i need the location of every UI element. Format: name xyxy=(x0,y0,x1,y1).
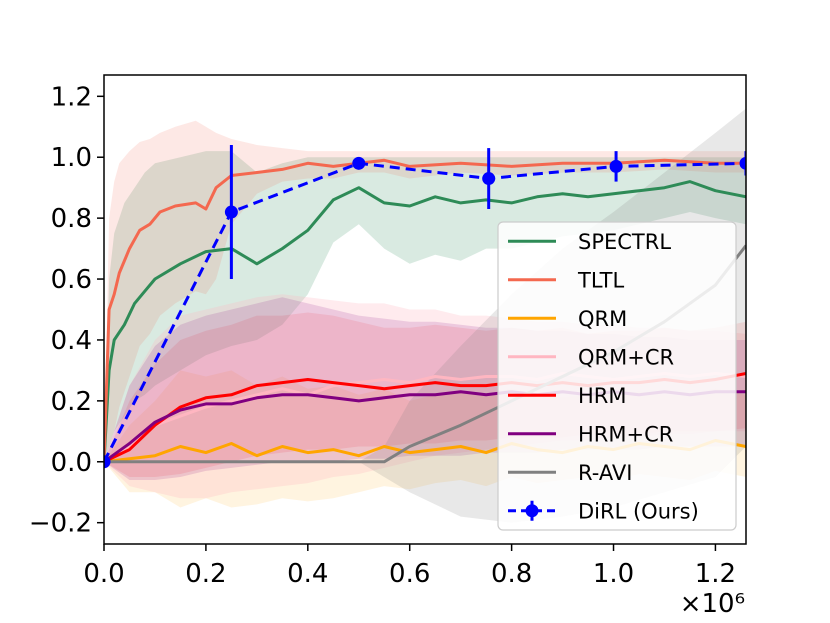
x-tick-label: 0.6 xyxy=(389,559,430,589)
y-tick-label: 0.0 xyxy=(51,448,92,478)
legend-label: SPECTRL xyxy=(578,230,671,254)
data-point xyxy=(482,172,496,186)
y-tick-label: 0.8 xyxy=(51,204,92,234)
y-tick-label: 1.0 xyxy=(51,143,92,173)
y-tick-label: −0.2 xyxy=(29,509,92,539)
legend: SPECTRL TLTL QRM QRM+CR HRM HRM+CR R-AVI DiRL (… xyxy=(497,221,737,531)
legend-label: QRM+CR xyxy=(578,345,674,369)
legend-box xyxy=(497,221,737,531)
x-tick-label: 0.0 xyxy=(83,559,124,589)
legend-label: R-AVI xyxy=(578,461,632,485)
data-point xyxy=(739,156,746,170)
x-tick-label: 1.2 xyxy=(695,559,736,589)
x-tick-label: 0.8 xyxy=(491,559,532,589)
series-line-tltl xyxy=(104,158,746,462)
y-tick-label: 0.2 xyxy=(51,387,92,417)
y-tick-label: 0.6 xyxy=(51,265,92,295)
legend-label: TLTL xyxy=(577,268,624,292)
legend-label: DiRL (Ours) xyxy=(578,499,699,523)
data-point xyxy=(352,156,366,170)
plot-frame xyxy=(103,74,747,545)
x-tick-label: 0.2 xyxy=(185,559,226,589)
legend-label: HRM xyxy=(578,384,627,408)
x-tick-label: 1.0 xyxy=(593,559,634,589)
data-point xyxy=(104,455,111,469)
x-tick-label: 0.4 xyxy=(287,559,328,589)
series-line-dirl xyxy=(104,161,746,463)
legend-label: QRM xyxy=(578,307,627,331)
legend-label: HRM+CR xyxy=(578,422,673,446)
legend-swatch-marker xyxy=(525,504,539,518)
y-tick-label: 0.4 xyxy=(51,326,92,356)
y-tick-label: 1.2 xyxy=(51,82,92,112)
axes: 0.0 0.2 0.4 0.6 0.8 1.0 1.2 −0.2 0.0 0.2 0.4 0.6 0.8… xyxy=(29,74,747,589)
band-tltl xyxy=(104,120,746,462)
x-axis-multiplier-label: ×10⁶ xyxy=(680,589,745,619)
series-line-spectrl xyxy=(104,180,746,462)
data-point xyxy=(224,205,238,219)
data-point xyxy=(609,159,623,173)
